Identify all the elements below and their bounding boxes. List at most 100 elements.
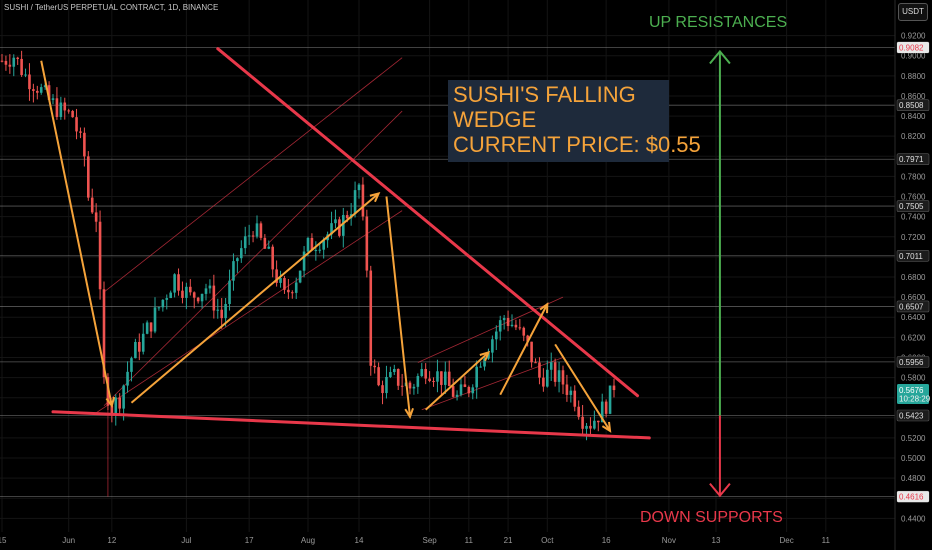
- candle-body: [287, 289, 290, 293]
- candle-body: [47, 85, 51, 100]
- price-level-label: 0.7011: [899, 252, 923, 261]
- candle-body: [271, 246, 274, 270]
- candle-body: [608, 385, 612, 414]
- candle-body: [243, 236, 247, 249]
- candle-body: [138, 341, 141, 352]
- candle-body: [177, 274, 180, 291]
- candle-body: [377, 367, 380, 386]
- candle-body: [600, 401, 604, 423]
- candle-body: [585, 425, 588, 429]
- candle-body: [204, 288, 208, 294]
- price-label-box: [896, 409, 930, 422]
- candle-body: [181, 290, 184, 298]
- candle-body: [16, 57, 19, 59]
- candle-body: [208, 285, 212, 289]
- candle-body: [596, 420, 600, 423]
- candle-body: [126, 371, 129, 386]
- candle-body: [247, 235, 251, 237]
- time-tick-label: 13: [712, 536, 721, 545]
- candle-body: [322, 240, 325, 250]
- candle-body: [545, 369, 549, 387]
- swing-arrow-line: [130, 192, 380, 404]
- candle-body: [291, 292, 294, 294]
- candle-body: [412, 386, 416, 389]
- swing-arrowhead: [369, 192, 381, 203]
- candle-body: [0, 60, 4, 62]
- support-target-label: 0.4616: [899, 493, 924, 502]
- time-tick-label: 14: [355, 536, 364, 545]
- candle-body: [314, 250, 318, 252]
- candle-body: [145, 322, 149, 334]
- price-tick-label: 0.7400: [901, 213, 926, 222]
- candle-body: [275, 269, 278, 283]
- candle-body: [491, 339, 494, 353]
- candle-body: [424, 368, 427, 379]
- candle-body: [612, 385, 616, 391]
- candle-body: [298, 270, 302, 283]
- candle-body: [24, 74, 27, 76]
- candle-body: [189, 286, 192, 293]
- candle-body: [122, 385, 125, 409]
- candle-body: [514, 324, 518, 328]
- candle-body: [165, 298, 169, 300]
- candle-body: [279, 278, 282, 283]
- resistance-target-label: 0.9082: [899, 43, 924, 52]
- candle-body: [475, 366, 478, 388]
- candle-body: [240, 248, 243, 259]
- candle-body: [416, 376, 420, 387]
- price-axis-background: [895, 0, 932, 550]
- candle-body: [228, 280, 231, 305]
- time-tick-label: Aug: [301, 536, 315, 545]
- candle-body: [114, 397, 118, 415]
- swing-arrowhead: [479, 350, 491, 362]
- candle-body: [385, 376, 388, 394]
- candle-body: [251, 235, 255, 237]
- price-tick-label: 0.4800: [901, 474, 926, 483]
- candle-body: [345, 215, 349, 219]
- time-axis[interactable]: 15 Jun 12 Jul 17 Aug 14 Sep 11 21 Oct 16 Nov 13 Dec 11: [0, 536, 831, 545]
- candle-body: [83, 132, 86, 157]
- candle-body: [463, 384, 467, 387]
- resistance-target-box: [897, 41, 929, 53]
- candle-body: [32, 89, 35, 91]
- time-tick-label: 12: [107, 536, 116, 545]
- candle-body: [330, 223, 333, 235]
- candle-body: [28, 74, 31, 90]
- time-tick-label: 11: [465, 536, 474, 545]
- candle-body: [436, 371, 439, 382]
- candle-body: [518, 327, 522, 329]
- candle-body: [408, 382, 412, 389]
- channel-line: [103, 57, 403, 293]
- candle-body: [502, 318, 506, 321]
- candle-body: [149, 322, 153, 332]
- candle-body: [283, 278, 286, 290]
- currency-button[interactable]: USDT: [898, 3, 928, 21]
- candle-body: [141, 333, 145, 352]
- candle-body: [396, 368, 400, 386]
- candle-body: [318, 249, 322, 251]
- time-tick-label: Nov: [662, 536, 676, 545]
- candle-body: [542, 377, 545, 387]
- target-down-head: [709, 483, 731, 498]
- swing-arrow-line: [385, 196, 411, 417]
- wedge-trendlines: [51, 47, 651, 440]
- price-tick-label: 0.7200: [901, 233, 926, 242]
- price-tick-label: 0.7800: [901, 172, 926, 181]
- candle-body: [381, 385, 384, 394]
- candle-body: [440, 371, 443, 385]
- candle-body: [573, 390, 577, 407]
- annotation-line-2: WEDGE: [453, 107, 537, 132]
- candle-body: [432, 381, 435, 383]
- candle-body: [569, 390, 573, 395]
- candle-body: [389, 372, 392, 377]
- candle-body: [94, 212, 98, 222]
- price-tick-label: 0.5200: [901, 434, 926, 443]
- price-label-box: [896, 249, 930, 262]
- price-tick-label: 0.5800: [901, 374, 926, 383]
- swing-arrow-line: [499, 303, 549, 396]
- time-tick-label: 15: [0, 536, 7, 545]
- price-level-label: 0.7505: [899, 202, 924, 211]
- candle-body: [67, 110, 70, 112]
- candle-body: [400, 385, 404, 387]
